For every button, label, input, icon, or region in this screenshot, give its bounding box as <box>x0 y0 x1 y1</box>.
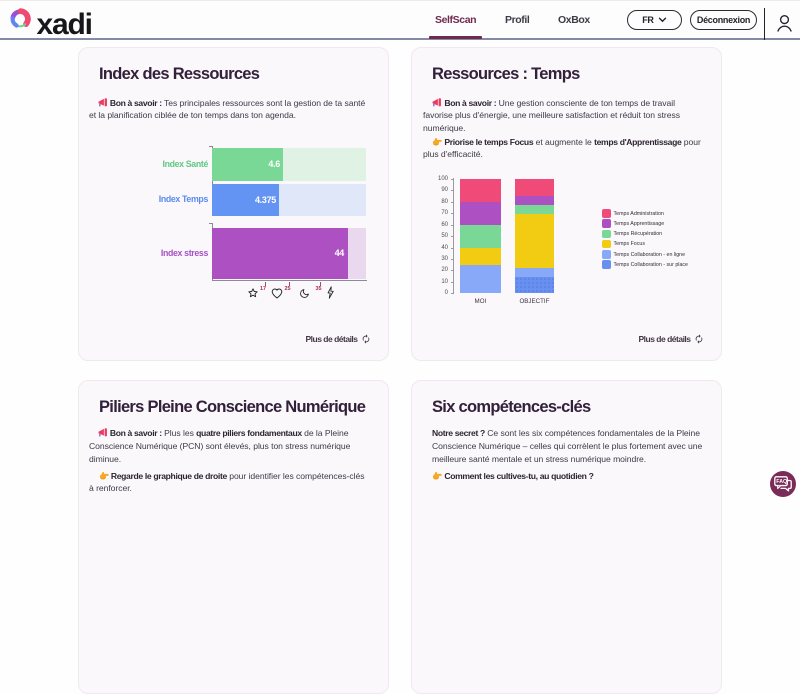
svg-text:FAQ: FAQ <box>776 479 787 485</box>
